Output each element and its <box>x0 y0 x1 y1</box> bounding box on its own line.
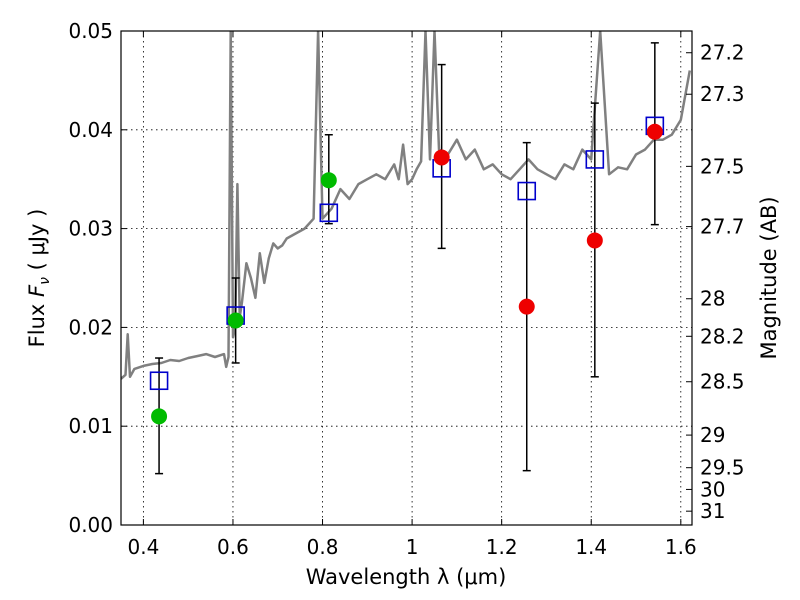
observed-flux-point <box>433 149 450 166</box>
y-tick-label: 0.00 <box>68 513 113 537</box>
plot-area <box>121 31 692 475</box>
y-tick-label: 0.05 <box>68 19 113 43</box>
model-photometry-square <box>319 203 339 223</box>
y-tick-label: 0.03 <box>68 217 113 241</box>
observed-photometry-series <box>151 123 663 425</box>
mag-tick-label: 31 <box>700 499 725 523</box>
x-axis-label: Wavelength λ (μm) <box>306 565 507 589</box>
model-photometry-square <box>517 181 537 201</box>
x-tick-label: 1.2 <box>486 535 518 559</box>
axis-ticks <box>121 30 692 526</box>
model-photometry-series <box>149 116 665 391</box>
right-axis-label: Magnitude (AB) <box>757 196 781 359</box>
observed-flux-point <box>586 232 603 249</box>
x-tick-label: 1.6 <box>665 535 697 559</box>
model-photometry-square <box>585 150 605 169</box>
mag-tick-label: 27.7 <box>700 215 745 239</box>
y-tick-label: 0.04 <box>68 118 113 142</box>
x-tick-label: 1 <box>406 535 419 559</box>
y-tick-labels: 0.00 0.01 0.02 0.03 0.04 0.05 <box>68 19 113 537</box>
x-tick-label: 0.6 <box>217 535 249 559</box>
observed-flux-point <box>151 408 168 425</box>
x-tick-label: 1.4 <box>575 535 607 559</box>
observed-flux-point <box>646 123 663 140</box>
x-tick-label: 0.4 <box>127 535 159 559</box>
model-photometry-square <box>149 371 169 391</box>
mag-tick-label: 27.2 <box>700 41 745 65</box>
x-tick-labels: 0.4 0.6 0.8 1 1.2 1.4 1.6 <box>127 535 696 559</box>
plot-frame <box>120 30 693 526</box>
observed-flux-point <box>518 298 535 315</box>
mag-tick-label: 30 <box>700 477 725 501</box>
x-tick-label: 0.8 <box>307 535 339 559</box>
mag-tick-label: 27.3 <box>700 82 745 106</box>
model-spectrum-line <box>121 31 692 380</box>
y-tick-label: 0.01 <box>68 414 113 438</box>
mag-tick-label: 29.5 <box>700 456 745 480</box>
observed-flux-point <box>227 312 244 329</box>
mag-tick-label: 28.2 <box>700 324 745 348</box>
y-tick-label: 0.02 <box>68 315 113 339</box>
mag-tick-label: 27.5 <box>700 154 745 178</box>
mag-tick-label: 28 <box>700 287 725 311</box>
y-axis-label: Flux Fν ( μJy ) <box>25 209 53 348</box>
grid <box>121 31 692 525</box>
observed-flux-point <box>320 172 337 189</box>
mag-tick-label: 29 <box>700 423 725 447</box>
mag-tick-label: 28.5 <box>700 370 745 394</box>
spectrum-series <box>121 31 692 380</box>
